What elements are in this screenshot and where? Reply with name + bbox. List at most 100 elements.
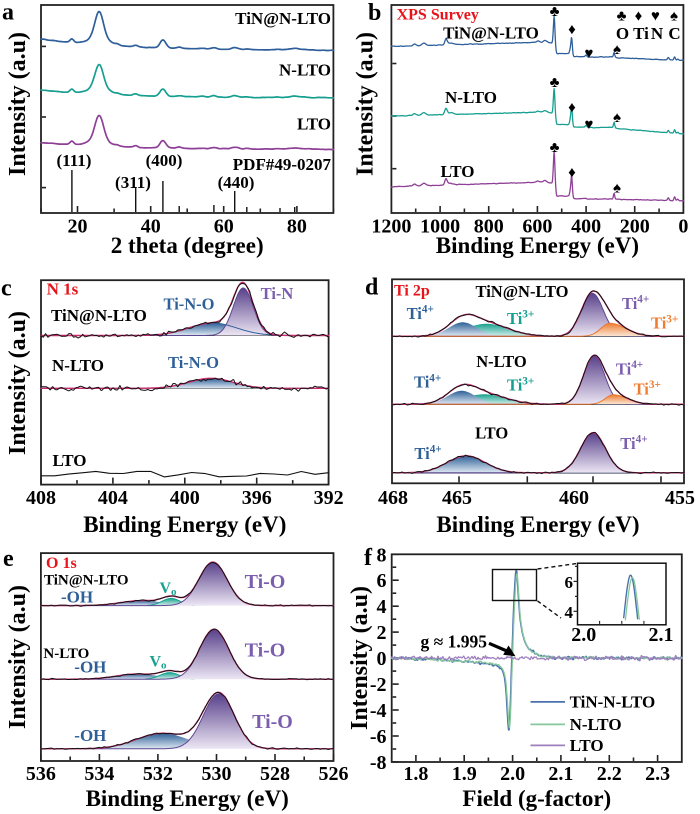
svg-text:(400): (400) [146,151,183,170]
svg-text:♥: ♥ [585,46,594,62]
svg-text:Intensity (a.u): Intensity (a.u) [5,32,31,176]
svg-text:C: C [668,24,680,43]
svg-text:♠: ♠ [613,181,621,197]
svg-text:a: a [2,0,14,26]
svg-text:455: 455 [665,487,695,509]
svg-text:0: 0 [678,216,688,238]
svg-text:♠: ♠ [613,110,621,126]
svg-text:Binding Energy (eV): Binding Energy (eV) [86,786,289,811]
svg-text:♦: ♦ [568,100,576,116]
svg-text:TiN@N-LTO: TiN@N-LTO [476,282,569,301]
svg-text:LTO: LTO [297,115,331,134]
svg-text:♣: ♣ [550,75,560,91]
svg-text:e: e [3,546,14,572]
svg-text:60: 60 [214,216,234,238]
svg-text:1.8: 1.8 [403,763,428,785]
svg-text:Intensity (a.u): Intensity (a.u) [353,32,379,176]
svg-text:Vo: Vo [159,580,177,598]
svg-text:TiN@N-LTO: TiN@N-LTO [235,9,331,28]
svg-text:Ti3+: Ti3+ [507,375,534,394]
svg-text:Ti4+: Ti4+ [414,372,441,391]
svg-text:♦: ♦ [635,9,643,25]
svg-text:2.0: 2.0 [571,624,596,646]
svg-text:536: 536 [26,763,56,785]
svg-text:Ti3+: Ti3+ [507,309,534,328]
svg-text:Ti-O: Ti-O [252,711,293,733]
svg-text:396: 396 [242,487,272,509]
svg-text:(111): (111) [57,151,92,170]
svg-text:O 1s: O 1s [46,555,77,572]
svg-text:-OH: -OH [74,658,106,677]
svg-text:N-LTO: N-LTO [570,715,622,734]
svg-text:g ≈ 1.995: g ≈ 1.995 [421,632,488,652]
svg-text:♣: ♣ [550,4,560,20]
svg-text:-4: -4 [370,700,387,722]
svg-text:♥: ♥ [585,117,594,133]
svg-text:♠: ♠ [670,9,678,25]
svg-text:LTO: LTO [440,162,474,181]
svg-text:Intensity (a.u): Intensity (a.u) [347,586,373,730]
svg-text:534: 534 [84,763,114,785]
svg-text:TiN-N-LTO: TiN-N-LTO [570,693,656,712]
svg-text:2.1: 2.1 [548,763,573,785]
svg-text:460: 460 [559,487,589,509]
svg-text:LTO: LTO [53,451,87,470]
svg-text:400: 400 [571,216,601,238]
svg-text:d: d [365,275,379,301]
svg-text:1.9: 1.9 [452,763,477,785]
svg-text:Binding Energy (eV): Binding Energy (eV) [436,233,639,258]
svg-text:-8: -8 [370,752,387,774]
svg-text:200: 200 [620,216,650,238]
svg-text:532: 532 [143,763,173,785]
svg-text:N-LTO: N-LTO [43,646,89,662]
svg-text:Ti4+: Ti4+ [616,359,643,378]
svg-text:♣: ♣ [617,9,627,25]
svg-text:2: 2 [377,622,387,644]
svg-text:TiN@N-LTO: TiN@N-LTO [51,306,147,325]
svg-text:40: 40 [141,216,161,238]
svg-text:2.1: 2.1 [649,624,674,646]
svg-text:2.2: 2.2 [597,763,622,785]
svg-text:530: 530 [202,763,232,785]
svg-text:N-LTO: N-LTO [445,88,497,107]
svg-text:Ti4+: Ti4+ [622,294,649,313]
svg-text:800: 800 [474,216,504,238]
svg-text:600: 600 [522,216,552,238]
svg-text:Intensity (a.u): Intensity (a.u) [5,585,31,729]
svg-text:Field (g-factor): Field (g-factor) [462,786,611,811]
svg-text:♣: ♣ [550,140,560,156]
svg-text:2.3: 2.3 [645,763,670,785]
svg-text:Binding Energy (eV): Binding Energy (eV) [436,512,639,537]
svg-text:N: N [651,24,664,43]
svg-text:Ti-N: Ti-N [261,284,294,303]
svg-text:-OH: -OH [61,588,93,607]
svg-text:Ti3+: Ti3+ [651,313,678,332]
svg-text:O: O [616,24,629,43]
svg-text:0: 0 [377,648,387,670]
svg-text:6: 6 [377,570,387,592]
svg-text:(311): (311) [115,173,151,192]
svg-text:Ti-O: Ti-O [245,571,286,593]
svg-text:f: f [364,545,373,571]
svg-text:20: 20 [68,216,88,238]
svg-text:2 theta (degree): 2 theta (degree) [111,233,264,258]
svg-text:80: 80 [287,216,307,238]
svg-text:-2: -2 [370,674,387,696]
svg-text:1000: 1000 [420,216,460,238]
svg-text:528: 528 [260,763,290,785]
svg-text:XPS Survey: XPS Survey [397,7,479,24]
svg-text:Ti-N-O: Ti-N-O [163,295,214,314]
svg-text:-OH: -OH [74,726,106,745]
svg-text:1200: 1200 [371,216,411,238]
svg-text:♥: ♥ [651,9,660,25]
svg-text:(440): (440) [218,173,255,192]
svg-text:Ti4+: Ti4+ [620,434,647,453]
svg-text:Intensity (a.u): Intensity (a.u) [5,311,31,455]
svg-text:TiN@N-LTO: TiN@N-LTO [44,573,129,589]
svg-text:408: 408 [26,487,56,509]
svg-text:-6: -6 [370,726,387,748]
svg-text:LTO: LTO [570,736,604,755]
svg-text:Binding Energy (eV): Binding Energy (eV) [83,512,286,537]
svg-text:N-LTO: N-LTO [279,61,331,80]
svg-text:Ti-O: Ti-O [245,640,286,662]
